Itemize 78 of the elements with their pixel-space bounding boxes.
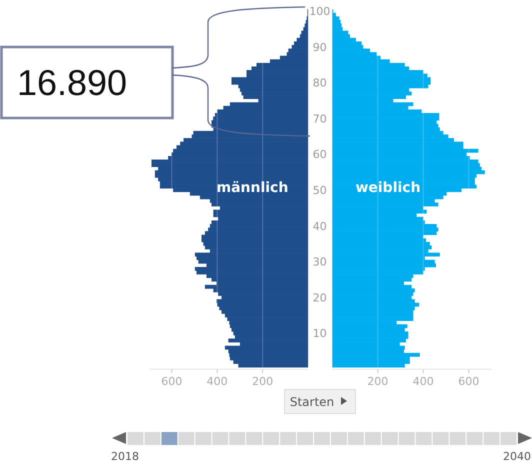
bar bbox=[332, 142, 464, 146]
x-tick-label: 600 bbox=[161, 375, 182, 388]
bar bbox=[230, 324, 308, 328]
bar bbox=[332, 252, 440, 257]
text: Starten bbox=[290, 395, 334, 409]
bar bbox=[212, 220, 308, 224]
bar bbox=[213, 210, 308, 214]
bar bbox=[224, 346, 308, 350]
y-tick-label: 40 bbox=[312, 220, 327, 233]
text: 2040 bbox=[503, 450, 531, 463]
bar bbox=[230, 356, 308, 360]
bar bbox=[332, 299, 415, 304]
bar bbox=[332, 242, 430, 246]
bar bbox=[154, 174, 308, 178]
bar bbox=[222, 310, 308, 314]
bar bbox=[332, 16, 340, 20]
bar bbox=[332, 166, 482, 171]
x-tick-label: 600 bbox=[458, 375, 480, 388]
bar bbox=[194, 266, 308, 271]
x-tick-label: 400 bbox=[206, 375, 228, 388]
bar bbox=[202, 234, 308, 239]
bar bbox=[304, 24, 308, 28]
bar bbox=[172, 152, 308, 156]
bar bbox=[212, 120, 308, 124]
text: 2018 bbox=[111, 450, 139, 463]
bar bbox=[229, 352, 308, 357]
x-tick-label: 200 bbox=[252, 375, 274, 388]
y-tick-label: 10 bbox=[312, 327, 327, 340]
y-tick-label: 90 bbox=[312, 40, 327, 54]
y-tick-label: 70 bbox=[312, 112, 327, 126]
y-tick-label: 50 bbox=[312, 184, 327, 197]
bar bbox=[204, 245, 308, 250]
bar bbox=[301, 30, 308, 35]
bar bbox=[332, 120, 437, 124]
bar bbox=[332, 310, 414, 314]
y-tick-label: 100 bbox=[309, 4, 330, 18]
bar bbox=[217, 109, 308, 114]
bar bbox=[216, 299, 308, 304]
y-tick-label: 80 bbox=[312, 76, 327, 90]
bar bbox=[196, 256, 308, 260]
series-label: männlich bbox=[216, 180, 288, 196]
y-tick-label: 60 bbox=[312, 148, 327, 162]
bar bbox=[332, 288, 415, 292]
bar bbox=[233, 331, 308, 336]
y-tick-label: 20 bbox=[312, 291, 327, 304]
bar bbox=[232, 77, 308, 82]
bar bbox=[332, 210, 427, 214]
bar bbox=[332, 278, 412, 282]
bar bbox=[152, 163, 308, 168]
x-tick-label: 200 bbox=[367, 375, 388, 388]
bar bbox=[332, 231, 437, 236]
bar bbox=[332, 334, 408, 339]
bar bbox=[332, 62, 405, 67]
bar bbox=[176, 145, 308, 150]
bar bbox=[332, 77, 431, 82]
series-label: weiblich bbox=[355, 180, 421, 196]
bar bbox=[240, 88, 308, 92]
bar bbox=[229, 320, 308, 325]
bar bbox=[332, 352, 420, 357]
x-tick-label: 400 bbox=[412, 375, 434, 388]
text: 16.890 bbox=[16, 62, 128, 103]
bar bbox=[332, 177, 475, 182]
bar bbox=[180, 142, 308, 146]
bar bbox=[332, 84, 428, 88]
bar bbox=[158, 177, 308, 182]
bar bbox=[332, 346, 405, 350]
y-tick-label: 30 bbox=[312, 256, 327, 269]
bar bbox=[332, 263, 436, 268]
bar bbox=[332, 324, 408, 328]
bar bbox=[204, 231, 308, 236]
bar bbox=[332, 74, 428, 78]
bar bbox=[332, 30, 348, 35]
bar bbox=[332, 331, 408, 336]
bar bbox=[203, 242, 308, 246]
bar bbox=[194, 252, 308, 257]
bar bbox=[332, 245, 432, 250]
bar bbox=[332, 52, 377, 56]
bar bbox=[332, 163, 480, 168]
